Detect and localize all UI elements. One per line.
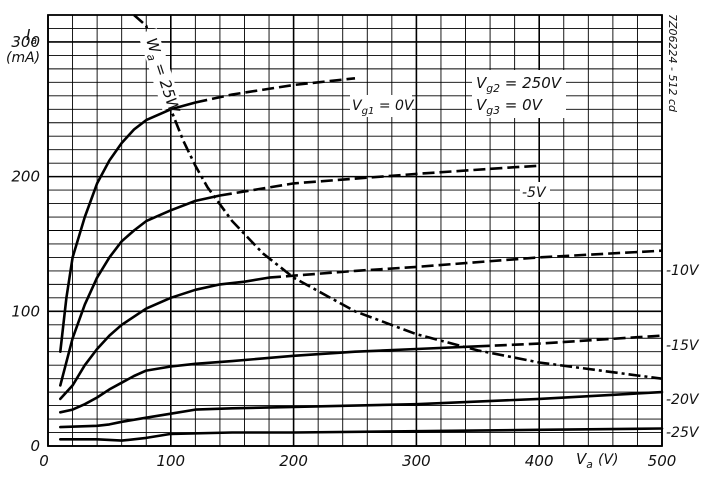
x-axis-label: Va bbox=[576, 450, 593, 471]
series-label: -15V bbox=[666, 338, 700, 354]
y-axis-unit: (mA) bbox=[6, 50, 40, 66]
y-tick-label: 300 bbox=[11, 33, 40, 51]
series-line-dashed bbox=[268, 249, 663, 279]
x-tick-label: 500 bbox=[648, 452, 677, 470]
x-tick-label: 0 bbox=[39, 452, 49, 470]
x-tick-label: 100 bbox=[156, 452, 185, 470]
y-tick-label: 200 bbox=[11, 168, 40, 186]
conditions-bg bbox=[472, 70, 566, 118]
series-line-solid bbox=[58, 390, 664, 429]
series-label: -20V bbox=[666, 392, 700, 408]
limit-label-bg bbox=[137, 28, 182, 111]
condition-label: Vg3 = 0V bbox=[476, 96, 544, 117]
y-tick-label: 0 bbox=[30, 437, 40, 455]
series-line-dashed bbox=[219, 164, 540, 197]
series-line-dashed bbox=[477, 334, 663, 348]
series-line-solid bbox=[58, 276, 271, 401]
y-tick-label: 100 bbox=[11, 302, 40, 320]
series-label: Vg1 = 0V bbox=[352, 98, 415, 117]
side-reference-text: 7Z06224 - 512 cd bbox=[666, 14, 679, 113]
series-label: -25V bbox=[666, 425, 700, 441]
series-line-solid bbox=[58, 101, 197, 354]
power-limit-curve bbox=[133, 14, 663, 380]
series-label: -10V bbox=[666, 263, 700, 279]
x-tick-label: 200 bbox=[279, 452, 308, 470]
series-line-solid bbox=[58, 194, 222, 387]
series-line-solid bbox=[58, 427, 664, 442]
x-axis-unit: (V) bbox=[598, 452, 619, 468]
curves bbox=[58, 14, 664, 442]
x-label-bg bbox=[574, 448, 648, 470]
condition-label: Vg2 = 250V bbox=[476, 74, 563, 95]
x-tick-label: 300 bbox=[402, 452, 431, 470]
series-line-solid bbox=[58, 344, 480, 414]
y-axis-label: Ia bbox=[26, 26, 37, 47]
series-line-dashed bbox=[195, 77, 356, 104]
series-label-bg bbox=[350, 95, 412, 117]
series-label: -5V bbox=[522, 185, 547, 201]
x-tick-label: 400 bbox=[525, 452, 554, 470]
grid bbox=[47, 14, 663, 447]
plot-frame bbox=[47, 14, 663, 447]
series-label-bg bbox=[520, 182, 550, 202]
